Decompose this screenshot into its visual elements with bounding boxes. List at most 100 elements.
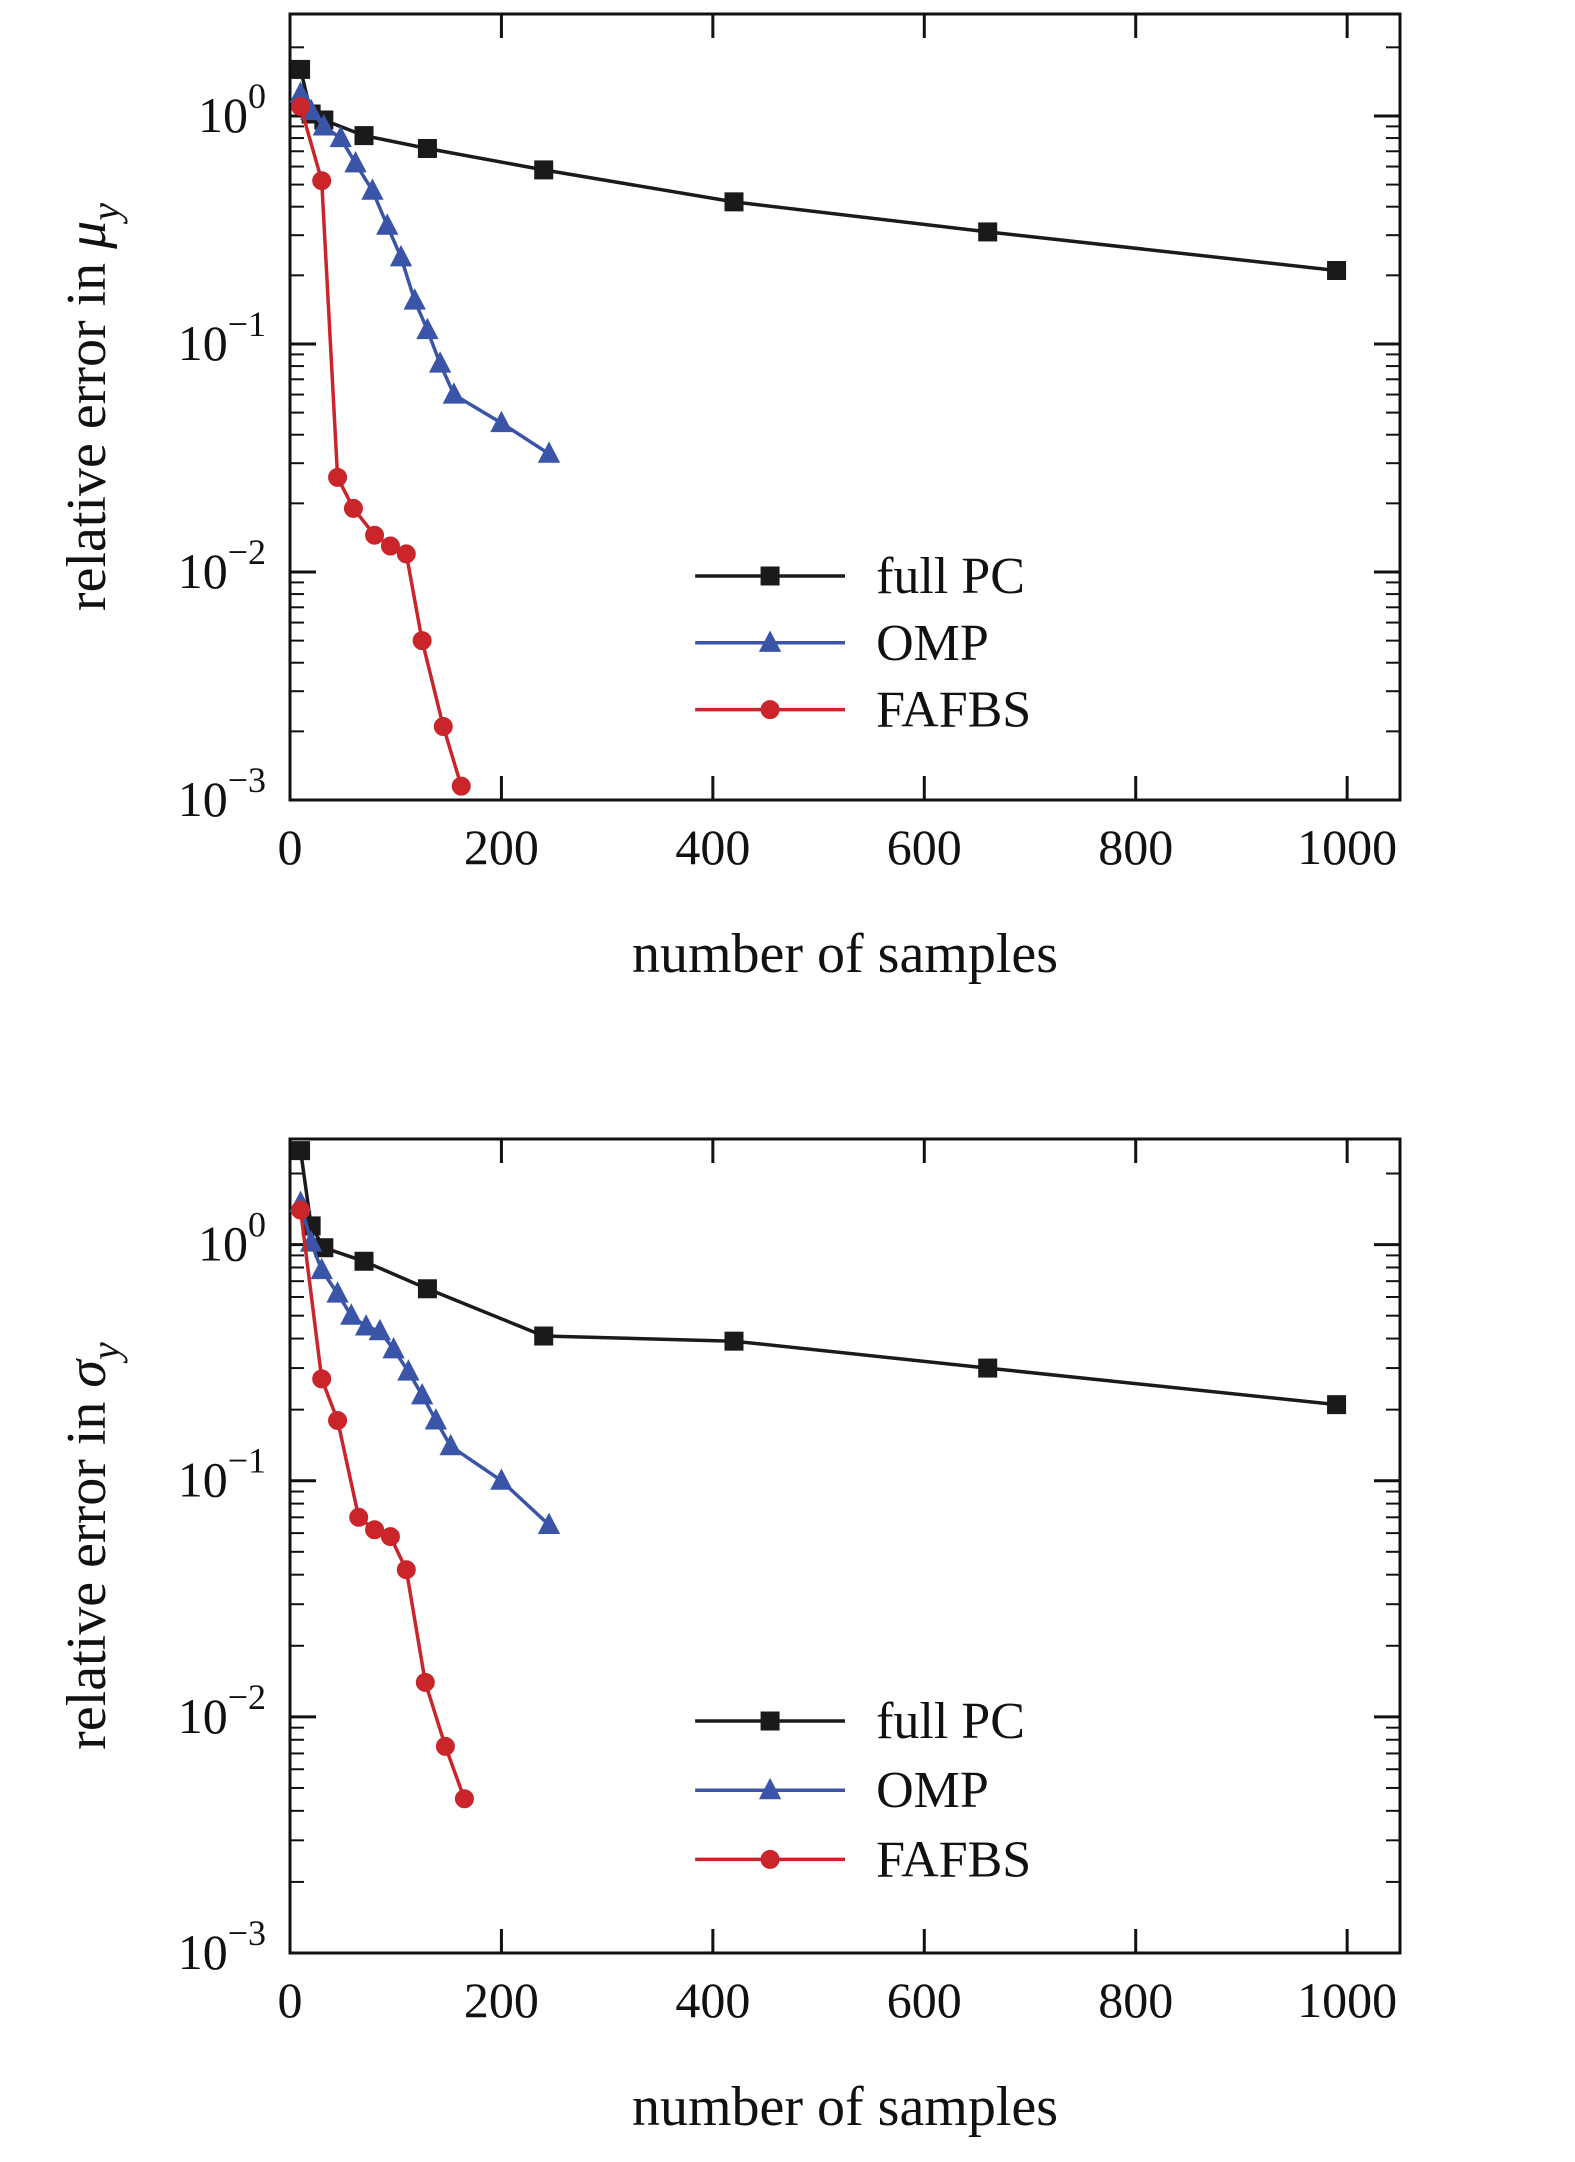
axis-ticks (288, 14, 1400, 802)
series-marker-fafbs (328, 467, 348, 487)
x-tick-label: 1000 (1297, 1972, 1397, 2028)
series-marker-omp (389, 244, 413, 267)
series-marker-omp (344, 150, 367, 173)
y-axis-label: relative error in μy (56, 203, 128, 611)
series-marker-fafbs (451, 776, 471, 796)
series-marker-full-pc (534, 160, 554, 180)
plot-box (288, 12, 1402, 802)
series-marker-omp (537, 1512, 561, 1534)
series-marker-full-pc (291, 59, 311, 79)
x-tick-label: 1000 (1297, 819, 1397, 875)
x-tick-label: 800 (1098, 819, 1173, 875)
series-marker-full-pc (978, 222, 998, 242)
series-line-fafbs (298, 106, 463, 787)
series-marker-fafbs (343, 498, 363, 518)
series-line-full-pc (298, 1150, 1337, 1407)
legend-label-fafbs: FAFBS (876, 1831, 1031, 1888)
series-fafbs (291, 1200, 474, 1809)
legend-marker-fafbs (760, 1849, 780, 1869)
series-marker-omp (537, 441, 561, 463)
series-marker-fafbs (312, 171, 332, 191)
series-marker-omp (376, 213, 399, 235)
legend-label-full-pc: full PC (876, 548, 1025, 605)
series-marker-omp (490, 1468, 513, 1490)
series-marker-omp (490, 410, 513, 433)
x-axis-label: number of samples (632, 2076, 1058, 2138)
series-marker-omp (382, 1337, 405, 1359)
series-marker-omp (410, 1382, 434, 1405)
series-marker-fafbs (454, 1789, 474, 1809)
series-marker-fafbs (291, 1200, 311, 1220)
x-tick-label: 200 (464, 1972, 539, 2028)
series-marker-full-pc (291, 1141, 311, 1161)
series-marker-fafbs (365, 525, 385, 545)
series-marker-fafbs (380, 536, 400, 556)
legend-marker-omp (758, 630, 782, 652)
series-marker-omp (403, 288, 426, 310)
series-marker-fafbs (433, 717, 453, 737)
series-marker-fafbs (412, 631, 432, 651)
series-marker-omp (310, 1257, 333, 1280)
series-marker-full-pc (724, 1331, 744, 1351)
y-tick-label: 10−1 (178, 1441, 266, 1508)
axis-ticks (288, 1139, 1400, 1955)
legend: full PC OMP FAFBS (695, 1693, 1031, 1888)
series-marker-omp (368, 1318, 392, 1341)
legend-label-omp: OMP (876, 615, 989, 672)
series-marker-full-pc (417, 1279, 437, 1299)
x-tick-label: 200 (464, 819, 539, 875)
series-marker-full-pc (417, 138, 437, 158)
series-marker-omp (424, 1408, 448, 1430)
x-tick-label: 400 (675, 1972, 750, 2028)
series-marker-omp (416, 317, 439, 340)
y-tick-label: 10−3 (178, 760, 266, 827)
series-marker-omp (361, 178, 384, 200)
series-marker-omp (428, 351, 452, 373)
chart-relative-error-mu: 0 200 400 600 800 1000 100 10−1 10−2 10−3 full PC O… (56, 12, 1402, 985)
legend: full PC OMP FAFBS (695, 548, 1031, 739)
series-marker-full-pc (534, 1326, 554, 1346)
series-marker-omp (442, 382, 466, 404)
series-marker-full-pc (354, 126, 374, 146)
x-tick-label: 600 (887, 1972, 962, 2028)
series-marker-omp (397, 1359, 420, 1381)
series-omp (289, 1190, 561, 1534)
series-marker-fafbs (328, 1410, 348, 1430)
chart-relative-error-sigma-svg: 0 200 400 600 800 1000 100 10−1 10−2 10−3 full PC O… (56, 1137, 1402, 2138)
x-tick-label: 800 (1098, 1972, 1173, 2028)
y-tick-label: 100 (198, 76, 266, 143)
series-marker-full-pc (354, 1251, 374, 1271)
x-tick-label: 0 (278, 819, 303, 875)
chart-relative-error-sigma: 0 200 400 600 800 1000 100 10−1 10−2 10−3 full PC O… (0, 1081, 1575, 2162)
series-marker-omp (329, 125, 352, 148)
x-tick-label: 0 (278, 1972, 303, 2028)
legend-marker-full-pc (760, 566, 780, 586)
legend-marker-omp (758, 1777, 782, 1800)
x-tick-label: 600 (887, 819, 962, 875)
series-marker-omp (354, 1314, 378, 1336)
series-marker-fafbs (435, 1736, 455, 1756)
series-marker-fafbs (312, 1369, 332, 1389)
y-tick-label: 10−1 (178, 304, 266, 371)
series-marker-full-pc (978, 1358, 998, 1378)
series-marker-fafbs (415, 1672, 435, 1692)
series-marker-omp (439, 1433, 462, 1456)
legend-label-omp: OMP (876, 1762, 989, 1819)
x-axis-label: number of samples (632, 923, 1058, 985)
x-tick-label: 400 (675, 819, 750, 875)
series-marker-omp (312, 114, 336, 136)
legend-label-fafbs: FAFBS (876, 682, 1031, 739)
series-marker-fafbs (396, 1560, 416, 1580)
y-tick-label: 10−2 (178, 1677, 266, 1744)
legend-label-full-pc: full PC (876, 1693, 1025, 1750)
y-axis-label: relative error in σy (56, 1342, 128, 1750)
series-full-pc (291, 59, 1347, 281)
series-marker-fafbs (396, 544, 416, 564)
series-omp (289, 81, 561, 463)
series-marker-full-pc (724, 192, 744, 212)
legend-marker-fafbs (760, 700, 780, 720)
series-marker-full-pc (1327, 1395, 1347, 1415)
y-tick-label: 10−2 (178, 532, 266, 599)
series-line-fafbs (298, 1209, 467, 1800)
